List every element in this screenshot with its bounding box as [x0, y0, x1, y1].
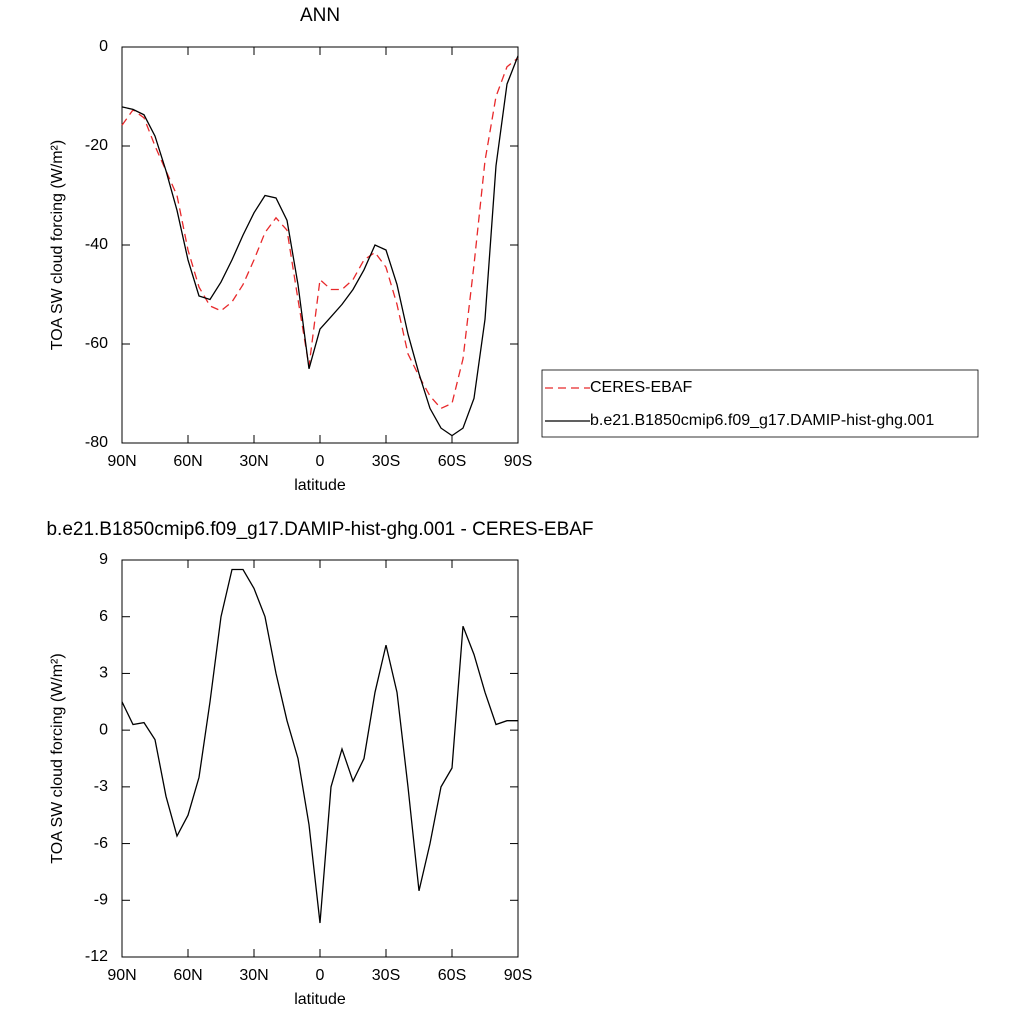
x-tick-label: 60S — [438, 453, 466, 470]
y-tick-label: -3 — [94, 778, 108, 795]
plot-frame — [121, 46, 519, 444]
y-tick-label: -9 — [94, 892, 108, 909]
x-tick-label: 90N — [107, 967, 136, 984]
x-tick-label: 0 — [316, 453, 325, 470]
chart-title: ANN — [300, 5, 340, 26]
y-tick-label: -12 — [85, 948, 108, 965]
x-tick-label: 30N — [239, 967, 268, 984]
x-tick-label: 60S — [438, 967, 466, 984]
x-tick-label: 30N — [239, 453, 268, 470]
chart-title: b.e21.B1850cmip6.f09_g17.DAMIP-hist-ghg.… — [46, 519, 593, 540]
x-tick-label: 90S — [504, 453, 532, 470]
y-tick-label: -6 — [94, 835, 108, 852]
y-tick-label: -60 — [85, 335, 108, 352]
x-axis-label: latitude — [294, 477, 346, 494]
data-line — [121, 568, 518, 924]
y-tick-label: 3 — [99, 665, 108, 682]
legend-label: b.e21.B1850cmip6.f09_g17.DAMIP-hist-ghg.… — [590, 412, 934, 429]
y-axis-label: TOA SW cloud forcing (W/m²) — [49, 140, 66, 350]
y-tick-label: 0 — [99, 721, 108, 738]
x-axis-label: latitude — [294, 991, 346, 1008]
plot-frame — [121, 559, 519, 958]
y-tick-label: -20 — [85, 137, 108, 154]
data-line — [121, 57, 519, 410]
y-tick-label: -80 — [85, 434, 108, 451]
data-line — [121, 55, 519, 437]
x-tick-label: 90N — [107, 453, 136, 470]
x-tick-label: 30S — [372, 453, 400, 470]
y-tick-label: -40 — [85, 236, 108, 253]
x-tick-label: 90S — [504, 967, 532, 984]
y-axis-label: TOA SW cloud forcing (W/m²) — [49, 653, 66, 863]
y-tick-label: 0 — [99, 38, 108, 55]
y-tick-label: 6 — [99, 608, 108, 625]
y-tick-label: 9 — [99, 551, 108, 568]
legend-box — [541, 369, 979, 438]
x-tick-label: 0 — [316, 967, 325, 984]
legend-label: CERES-EBAF — [590, 379, 692, 396]
x-tick-label: 60N — [173, 453, 202, 470]
x-tick-label: 60N — [173, 967, 202, 984]
x-tick-label: 30S — [372, 967, 400, 984]
